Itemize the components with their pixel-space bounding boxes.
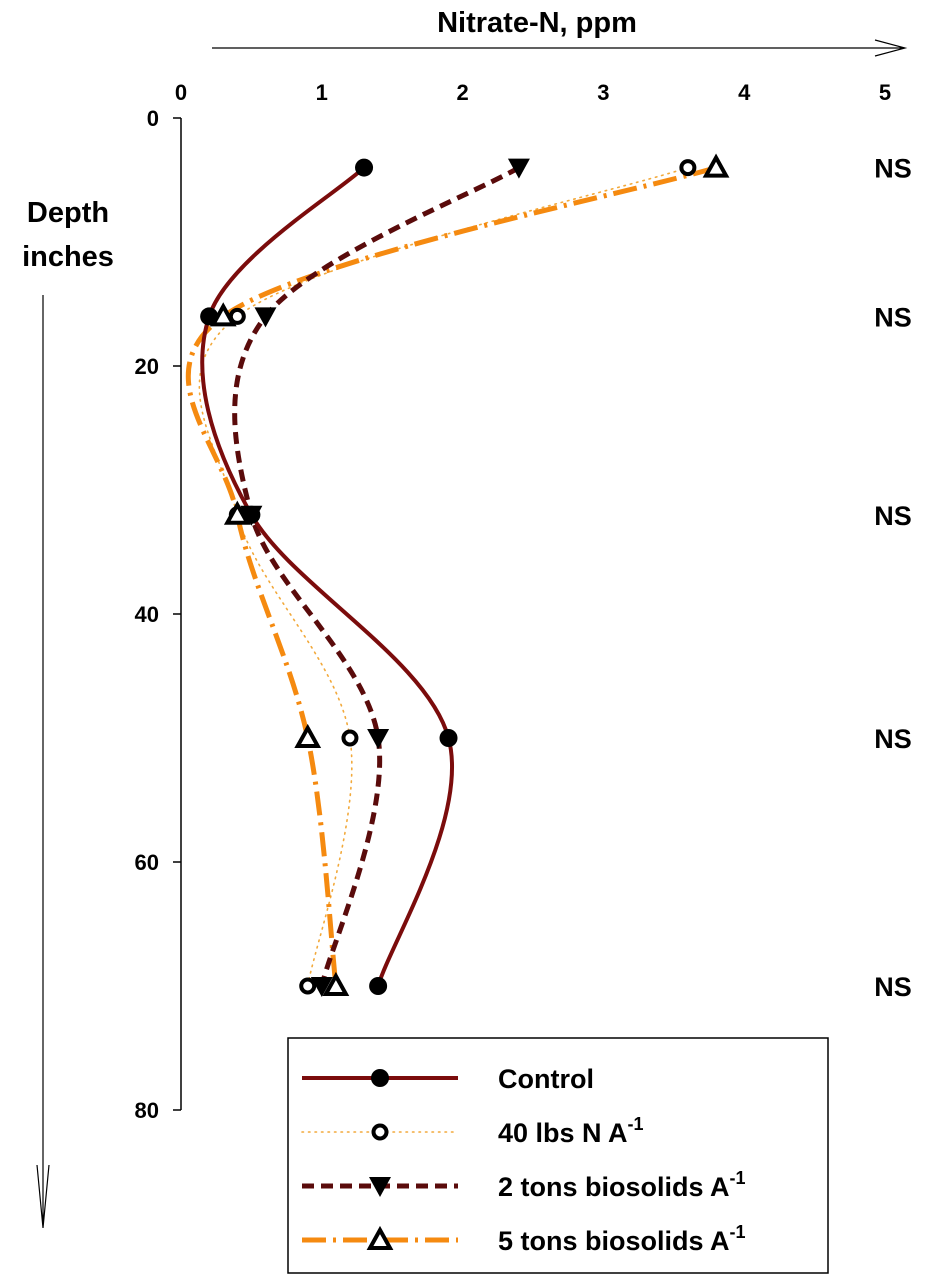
legend-label-superscript: -1: [730, 1168, 746, 1188]
series-line: [200, 166, 455, 987]
series-curves: [185, 165, 717, 987]
data-point: [679, 159, 697, 177]
x-direction-arrow: [212, 39, 908, 57]
legend-label-text: 40 lbs N A: [498, 1118, 628, 1148]
ns-annotation: NS: [874, 154, 912, 184]
data-point: [507, 158, 530, 179]
data-point: [702, 153, 730, 178]
data-point: [322, 971, 350, 996]
x-tick-label: 5: [879, 80, 891, 105]
legend-label-text: 5 tons biosolids A: [498, 1226, 730, 1256]
data-point: [355, 158, 374, 177]
legend-label: 5 tons biosolids A-1: [498, 1222, 746, 1256]
ns-annotation: NS: [874, 302, 912, 332]
y-tick-label: 60: [135, 850, 159, 875]
x-tick-label: 0: [175, 80, 187, 105]
ns-annotation: NS: [874, 972, 912, 1002]
axes: 0 20 40 60 80 0 1 2 3 4 5: [36, 39, 908, 1229]
x-axis-title: Nitrate-N, ppm: [437, 7, 637, 39]
data-point: [242, 505, 261, 524]
ns-annotation: NS: [874, 501, 912, 531]
data-point: [294, 723, 322, 748]
data-point: [310, 977, 333, 997]
legend-label-superscript: -1: [628, 1114, 644, 1134]
x-tick-label: 1: [316, 80, 328, 105]
depth-direction-arrow: [36, 295, 50, 1229]
y-tick-label: 0: [147, 106, 159, 131]
series-markers: [200, 153, 730, 997]
data-point: [367, 729, 390, 749]
data-point: [223, 500, 251, 525]
data-point: [299, 977, 317, 995]
legend-label: 2 tons biosolids A-1: [498, 1168, 746, 1202]
y-tick-label: 80: [135, 1098, 159, 1123]
legend-marker: [369, 1177, 391, 1197]
y-axis-title-line2: inches: [22, 241, 114, 273]
x-tick-label: 3: [597, 80, 609, 105]
legend-marker: [366, 1225, 394, 1250]
ns-annotation: NS: [874, 724, 912, 754]
data-point: [200, 307, 219, 326]
legend-label: Control: [498, 1064, 594, 1094]
legend-marker: [371, 1069, 389, 1087]
legend-label-text: 2 tons biosolids A: [498, 1172, 730, 1202]
y-tick-label: 40: [135, 602, 159, 627]
data-point: [369, 977, 388, 995]
series-line: [185, 165, 717, 987]
y-tick-label: 20: [135, 354, 159, 379]
legend-marker: [371, 1123, 389, 1141]
legend-label: 40 lbs N A-1: [498, 1114, 644, 1148]
data-point: [209, 302, 237, 327]
y-axis-title-line1: Depth: [27, 197, 109, 229]
x-tick-label: 2: [456, 80, 468, 105]
x-tick-label: 4: [738, 80, 751, 105]
legend-label-text: Control: [498, 1064, 594, 1094]
significance-annotations: NS NS NS NS NS: [874, 154, 912, 1002]
data-point: [254, 307, 277, 328]
legend-label-superscript: -1: [730, 1222, 746, 1242]
data-point: [341, 729, 359, 747]
data-point: [439, 729, 458, 747]
